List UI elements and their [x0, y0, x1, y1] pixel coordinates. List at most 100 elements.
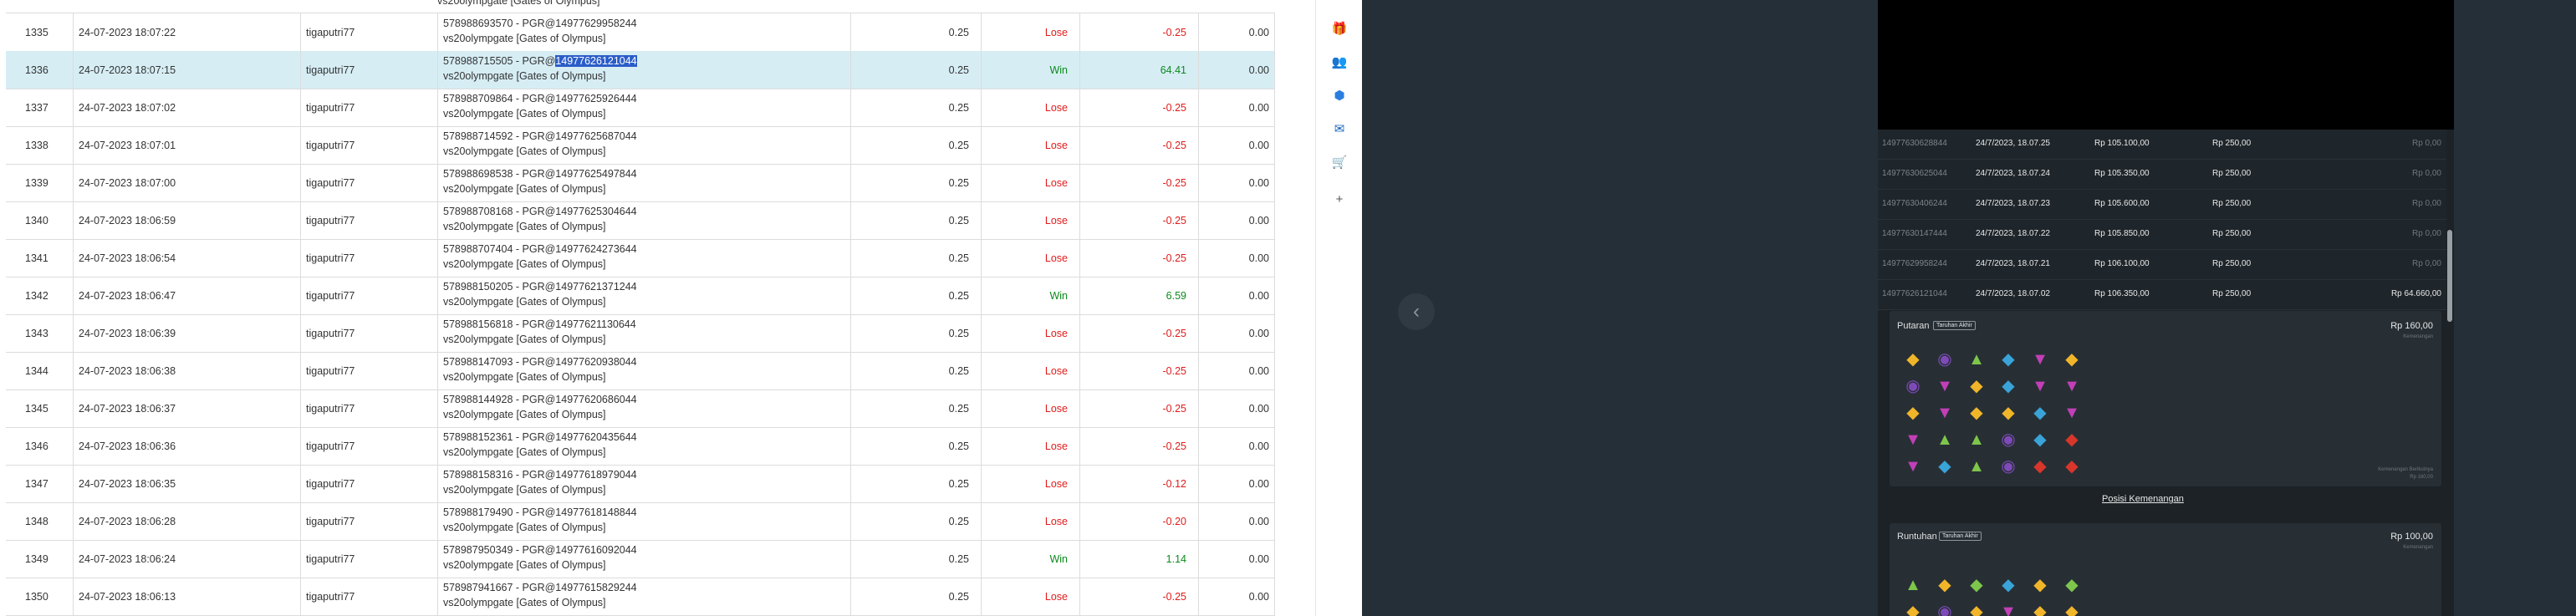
table-row[interactable]: 1338 24-07-2023 18:07:01 tigaputri77 578988…	[6, 126, 1275, 165]
row-number: 1344	[25, 364, 48, 377]
row-result: Win	[981, 51, 1079, 89]
row-bet-info: 578988158316 - PGR@14977618979044 vs20oly…	[437, 465, 850, 502]
runtuhan-title: Runtuhan	[1897, 532, 1937, 542]
table-row[interactable]: 1350 24-07-2023 18:06:13 tigaputri77 578987…	[6, 578, 1275, 616]
row-amount: 0.25	[850, 89, 981, 126]
table-row[interactable]: 1339 24-07-2023 18:07:00 tigaputri77 578988…	[6, 164, 1275, 202]
round-datetime: 24/7/2023, 18.07.21	[1976, 259, 2050, 268]
table-row[interactable]: 1348 24-07-2023 18:06:28 tigaputri77 578988…	[6, 502, 1275, 541]
row-number: 1340	[25, 214, 48, 227]
row-winloss: -0.12	[1079, 465, 1198, 502]
history-row[interactable]: 14977630406244 24/7/2023, 18.07.23 Rp 105.…	[1878, 190, 2446, 220]
bet-id: 578988698538 - PGR@14977625497844	[443, 168, 637, 180]
gem-symbol-icon: ◆	[1970, 603, 1983, 616]
table-row[interactable]: 1341 24-07-2023 18:06:54 tigaputri77 578988…	[6, 239, 1275, 277]
row-number: 1349	[25, 552, 48, 565]
table-row[interactable]: 1340 24-07-2023 18:06:59 tigaputri77 578988…	[6, 201, 1275, 240]
scrollbar[interactable]	[2447, 230, 2452, 322]
table-row[interactable]: 1336 24-07-2023 18:07:15 tigaputri77 578988…	[6, 51, 1275, 89]
gem-symbol-icon: ◆	[1906, 603, 1920, 616]
table-row[interactable]: 1345 24-07-2023 18:06:37 tigaputri77 578988…	[6, 389, 1275, 428]
row-result: Lose	[981, 465, 1079, 502]
putaran-card: Putaran Taruhan Akhir Rp 160,00 Kemenang…	[1890, 311, 2441, 486]
row-balance: 0.00	[1198, 578, 1275, 615]
row-balance: 0.00	[1198, 51, 1275, 89]
back-arrow-button[interactable]: ‹	[1398, 293, 1435, 330]
row-amount: 0.25	[850, 13, 981, 51]
row-amount: 0.25	[850, 540, 981, 578]
winning-position-link[interactable]: Posisi Kemenangan	[2102, 494, 2184, 504]
bet-id: 578988715505 - PGR@14977626121044	[443, 55, 637, 67]
game-name: vs20olympgate [Gates of Olympus]	[443, 296, 606, 308]
row-amount: 0.25	[850, 126, 981, 164]
table-row[interactable]: 1335 24-07-2023 18:07:22 tigaputri77 578988…	[6, 13, 1275, 52]
row-winloss: -0.25	[1079, 314, 1198, 352]
row-username: tigaputri77	[300, 13, 437, 51]
row-winloss: -0.25	[1079, 164, 1198, 201]
row-datetime: 24-07-2023 18:06:13	[73, 578, 300, 615]
bet-id: 578988708168 - PGR@14977625304644	[443, 206, 637, 217]
row-result: Lose	[981, 126, 1079, 164]
row-datetime: 24-07-2023 18:06:36	[73, 427, 300, 465]
history-row[interactable]: 14977629958244 24/7/2023, 18.07.21 Rp 106.…	[1878, 250, 2446, 280]
row-username: tigaputri77	[300, 126, 437, 164]
row-datetime: 24-07-2023 18:07:02	[73, 89, 300, 126]
round-id: 14977630147444	[1882, 229, 1947, 238]
gem-symbol-icon: ◆	[2033, 404, 2047, 422]
gem-symbol-icon: ▼	[2032, 377, 2048, 395]
table-row[interactable]: 1342 24-07-2023 18:06:47 tigaputri77 578988…	[6, 277, 1275, 315]
runtuhan-amount-label: Kemenangan	[2403, 545, 2433, 550]
table-row[interactable]: 1344 24-07-2023 18:06:38 tigaputri77 578988…	[6, 352, 1275, 390]
table-row[interactable]: 1343 24-07-2023 18:06:39 tigaputri77 578988…	[6, 314, 1275, 353]
gem-symbol-icon: ◆	[2033, 603, 2047, 616]
history-row[interactable]: 14977626121044 24/7/2023, 18.07.02 Rp 106.…	[1878, 280, 2446, 310]
row-bet-info: 578988147093 - PGR@14977620938044 vs20oly…	[437, 352, 850, 389]
row-winloss: -0.25	[1079, 13, 1198, 51]
add-icon[interactable]: +	[1335, 191, 1344, 206]
table-row[interactable]: 1347 24-07-2023 18:06:35 tigaputri77 578988…	[6, 465, 1275, 503]
gem-symbol-icon: ◉	[1937, 350, 1952, 369]
cart-icon[interactable]: 🛒	[1331, 155, 1348, 170]
history-panel: 14977630628844 24/7/2023, 18.07.25 Rp 105.…	[1878, 0, 2454, 616]
gem-symbol-icon: ◆	[1970, 404, 1983, 422]
table-row[interactable]: 1337 24-07-2023 18:07:02 tigaputri77 578988…	[6, 89, 1275, 127]
row-balance: 0.00	[1198, 126, 1275, 164]
row-result: Win	[981, 540, 1079, 578]
outlook-icon[interactable]: ✉	[1334, 122, 1345, 136]
round-id: 14977629958244	[1882, 259, 1947, 268]
row-result: Lose	[981, 352, 1079, 389]
chevron-left-icon: ‹	[1413, 300, 1420, 323]
people-icon[interactable]: 👥	[1331, 55, 1348, 69]
gem-symbol-icon: ◆	[2033, 430, 2047, 449]
row-balance: 0.00	[1198, 502, 1275, 540]
round-id: 14977630628844	[1882, 139, 1947, 148]
game-history-viewer: ‹ 14977630628844 24/7/2023, 18.07.25 Rp 10…	[1362, 0, 2576, 616]
row-result: Lose	[981, 578, 1079, 615]
game-name: vs20olympgate [Gates of Olympus]	[443, 145, 606, 157]
gem-symbol-icon: ◉	[1937, 603, 1952, 616]
hexagon-icon[interactable]: ⬢	[1334, 89, 1345, 103]
row-amount: 0.25	[850, 277, 981, 314]
row-datetime: 24-07-2023 18:07:22	[73, 13, 300, 51]
row-balance: 0.00	[1198, 89, 1275, 126]
history-row[interactable]: 14977630628844 24/7/2023, 18.07.25 Rp 105.…	[1878, 130, 2446, 160]
round-bet: Rp 250,00	[2212, 259, 2252, 268]
row-balance: 0.00	[1198, 277, 1275, 314]
round-datetime: 24/7/2023, 18.07.22	[1976, 229, 2050, 238]
gem-symbol-icon: ◆	[2065, 576, 2079, 594]
history-row[interactable]: 14977630625044 24/7/2023, 18.07.24 Rp 105.…	[1878, 160, 2446, 190]
row-winloss: -0.25	[1079, 427, 1198, 465]
row-balance: 0.00	[1198, 164, 1275, 201]
row-username: tigaputri77	[300, 89, 437, 126]
table-row[interactable]: 1349 24-07-2023 18:06:24 tigaputri77 578987…	[6, 540, 1275, 578]
row-amount: 0.25	[850, 239, 981, 277]
table-row[interactable]: 1346 24-07-2023 18:06:36 tigaputri77 578988…	[6, 427, 1275, 466]
partial-top-row	[6, 0, 1275, 13]
gift-icon[interactable]: 🎁	[1331, 22, 1348, 36]
history-row[interactable]: 14977630147444 24/7/2023, 18.07.22 Rp 105.…	[1878, 220, 2446, 250]
row-username: tigaputri77	[300, 352, 437, 389]
row-datetime: 24-07-2023 18:07:00	[73, 164, 300, 201]
row-datetime: 24-07-2023 18:06:24	[73, 540, 300, 578]
row-winloss: -0.25	[1079, 201, 1198, 239]
gem-symbol-icon: ◆	[2002, 377, 2015, 395]
